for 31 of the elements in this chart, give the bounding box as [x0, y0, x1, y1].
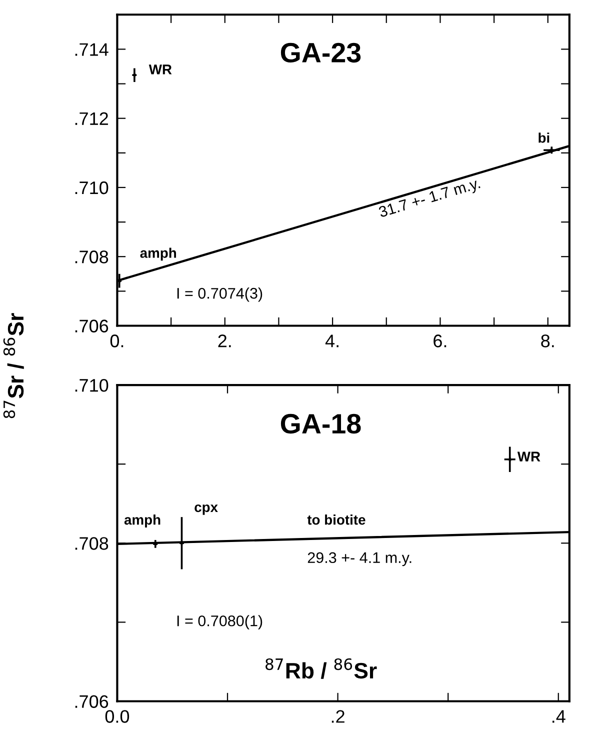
- x-tick-label: .2: [332, 710, 344, 723]
- x-tick-label: 0.0: [105, 710, 130, 723]
- x-tick-label: 8.: [541, 334, 554, 348]
- y-tick-label: .708: [75, 537, 108, 550]
- y-tick-label: .706: [75, 695, 108, 708]
- annotation: 31.7 +- 1.7 m.y.: [378, 178, 482, 220]
- text: GA-23: [280, 42, 361, 63]
- annotation: WR: [517, 452, 540, 462]
- x-tick-label: 0.: [110, 334, 124, 348]
- annotation: bi: [538, 132, 550, 143]
- y-tick-label: .708: [75, 250, 108, 264]
- annotation: cpx: [194, 504, 218, 515]
- annotation: to biotite: [307, 514, 366, 525]
- x-tick-label: 2.: [218, 334, 231, 348]
- annotation: 29.3 +- 4.1 m.y.: [308, 552, 412, 566]
- annotation: amph: [140, 248, 176, 261]
- y-tick-label: .706: [75, 320, 108, 332]
- text: GA-18: [280, 414, 361, 434]
- x-axis-title: $^{87}$Rb / $^{86}$Sr: [266, 658, 377, 679]
- y-tick-label: .714: [75, 43, 108, 56]
- annotation: amph: [124, 514, 160, 528]
- x-tick-label: 6.: [434, 334, 446, 348]
- y-axis-title: $^{87}$Sr / $^{86}$Sr: [3, 313, 24, 418]
- y-tick-label: .710: [75, 378, 108, 392]
- x-tick-label: .4: [552, 710, 566, 723]
- y-tick-label: .712: [75, 112, 108, 125]
- annotation: WR: [148, 64, 172, 74]
- annotation: I = 0.7080(1): [177, 615, 262, 630]
- y-tick-label: .710: [75, 181, 108, 194]
- annotation: I = 0.7074(3): [177, 288, 262, 302]
- x-tick-label: 4.: [325, 334, 338, 348]
